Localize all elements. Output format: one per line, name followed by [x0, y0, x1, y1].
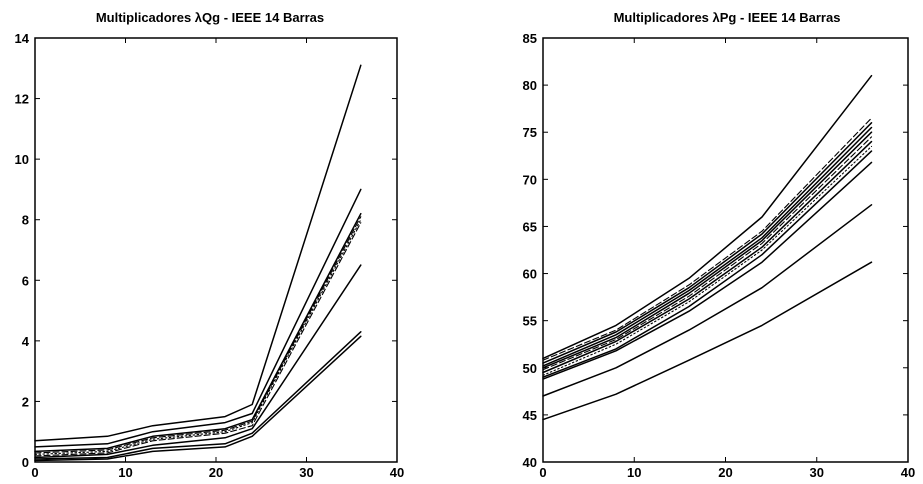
- series-line-12: [542, 261, 873, 421]
- series-line-10: [542, 161, 873, 380]
- y-tick-label: 85: [523, 31, 537, 46]
- x-tick-label: 10: [118, 465, 132, 479]
- x-tick-label: 20: [718, 465, 732, 479]
- series-line-7: [542, 140, 873, 374]
- x-tick-label: 30: [810, 465, 824, 479]
- y-tick-label: 45: [523, 408, 537, 423]
- y-tick-label: 12: [15, 92, 29, 107]
- x-tick-label: 40: [901, 465, 915, 479]
- y-tick-label: 14: [15, 31, 30, 46]
- y-tick-label: 70: [523, 172, 537, 187]
- y-tick-label: 10: [15, 152, 29, 167]
- series-line-2: [542, 117, 873, 361]
- y-tick-label: 60: [523, 267, 537, 282]
- series-line-2: [34, 188, 362, 448]
- x-tick-label: 0: [539, 465, 546, 479]
- series-line-1: [34, 64, 362, 442]
- y-tick-label: 8: [22, 213, 29, 228]
- series-line-5: [34, 219, 362, 455]
- plot-frame: [542, 37, 909, 463]
- series-line-3: [542, 122, 873, 364]
- y-tick-label: 6: [22, 273, 29, 288]
- chart-title: Multiplicadores λPg - IEEE 14 Barras: [614, 10, 841, 25]
- series-line-8: [542, 145, 873, 376]
- y-tick-label: 55: [523, 314, 537, 329]
- series-line-3: [34, 212, 362, 453]
- series-line-8: [34, 331, 362, 460]
- series-line-4: [34, 216, 362, 454]
- chart-2: Multiplicadores λPg - IEEE 14 Barras 0 10 2…: [523, 10, 916, 480]
- series-line-4: [542, 126, 873, 367]
- x-tick-label: 40: [390, 465, 404, 479]
- series-line-6: [542, 136, 873, 371]
- y-tick-label: 0: [22, 455, 29, 470]
- x-tick-label: 20: [209, 465, 223, 479]
- x-tick-label: 30: [299, 465, 313, 479]
- x-tick-label: 10: [627, 465, 641, 479]
- y-tick-label: 75: [523, 125, 537, 140]
- x-tick-label: 0: [31, 465, 38, 479]
- y-tick-label: 40: [523, 455, 537, 470]
- y-tick-label: 80: [523, 78, 537, 93]
- chart-1: Multiplicadores λQg - IEEE 14 Barras 0 10 2…: [15, 10, 405, 480]
- y-tick-label: 4: [22, 334, 30, 349]
- series-line-11: [542, 204, 873, 397]
- y-tick-label: 65: [523, 219, 537, 234]
- series-line-9: [542, 150, 873, 378]
- series-line-9: [34, 335, 362, 462]
- series-line-7: [34, 264, 362, 459]
- series-line-5: [542, 131, 873, 369]
- chart-title: Multiplicadores λQg - IEEE 14 Barras: [96, 10, 324, 25]
- series-line-1: [542, 74, 873, 360]
- y-tick-label: 50: [523, 361, 537, 376]
- series-line-6: [34, 222, 362, 457]
- y-tick-label: 2: [22, 394, 29, 409]
